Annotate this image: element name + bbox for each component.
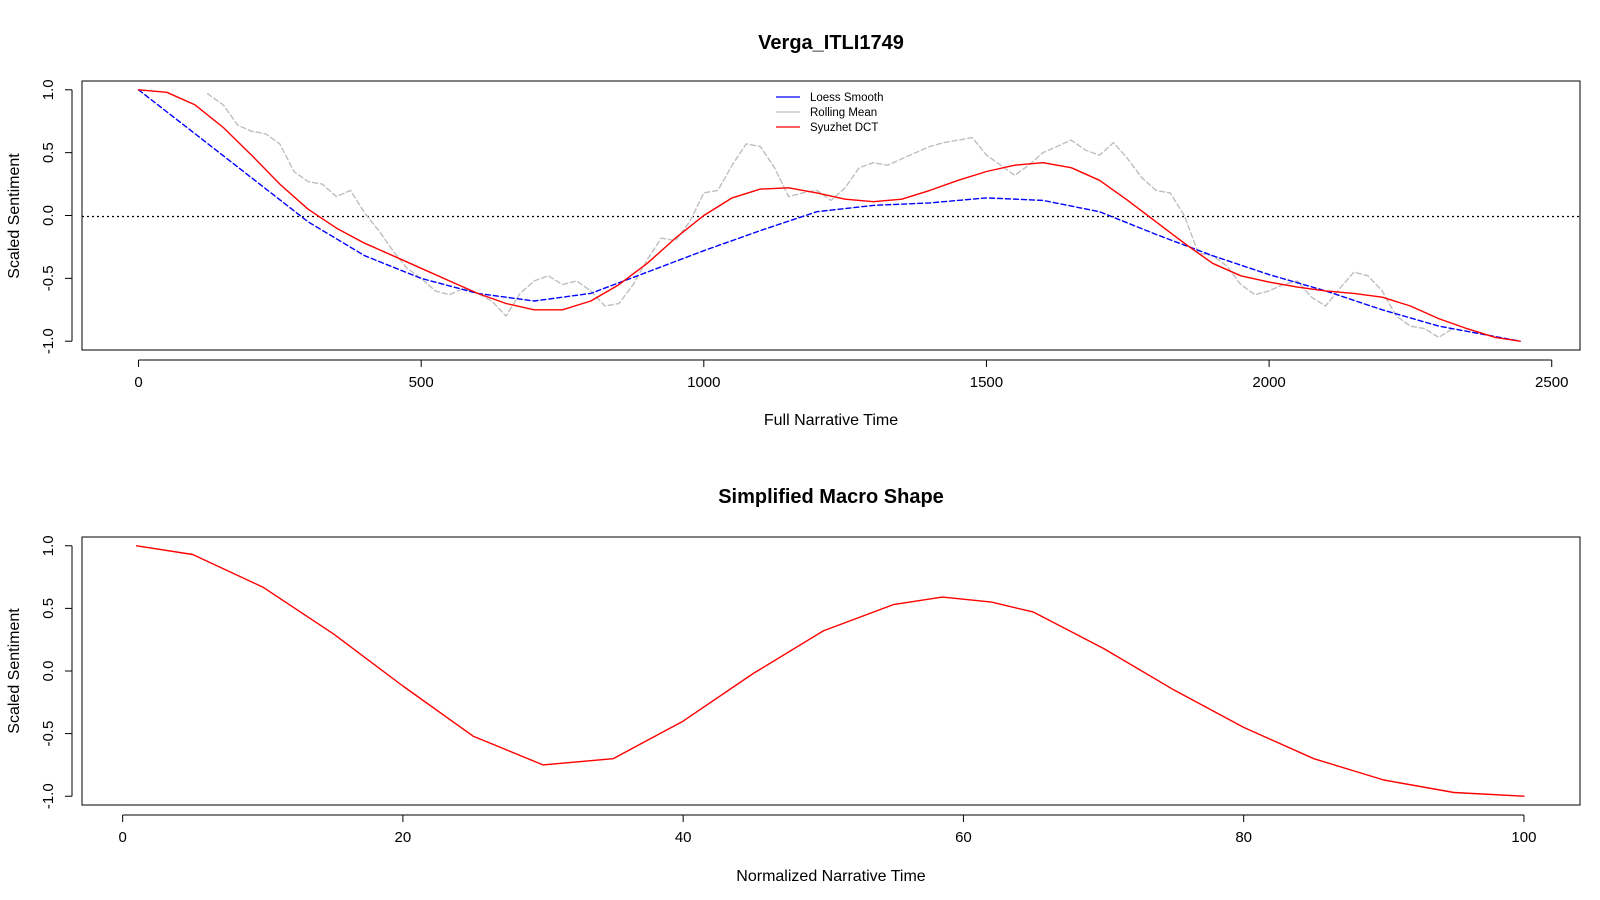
top-chart-y-tick-label: -0.5 <box>40 265 57 291</box>
bottom-chart-y-tick-label: 1.0 <box>40 535 57 556</box>
bottom-chart-x-tick-label: 0 <box>118 829 126 846</box>
top-chart-y-tick-label: -1.0 <box>40 328 57 354</box>
top-chart-x-axis: 0 500 1000 1500 2000 2500 <box>134 359 1568 391</box>
legend-label-syuzhet-dct: Syuzhet DCT <box>810 122 878 134</box>
top-chart-y-axis: -1.0 -0.5 0.0 0.5 1.0 <box>40 79 73 354</box>
bottom-chart-plot-frame <box>81 536 1581 806</box>
top-chart-y-tick-label: 1.0 <box>40 79 57 100</box>
top-chart-series-syuzhet-dct <box>137 89 1521 342</box>
bottom-chart-y-axis-label: Scaled Sentiment <box>6 608 23 734</box>
top-chart-y-tick-label: 0.0 <box>40 205 57 226</box>
top-chart-title: Verga_ITLI1749 <box>758 32 904 54</box>
bottom-chart-y-tick-label: -0.5 <box>40 721 57 747</box>
top-chart-plot-frame <box>81 80 1581 351</box>
top-chart-x-tick-label: 2000 <box>1252 374 1285 391</box>
top-chart-y-axis-label: Scaled Sentiment <box>6 153 23 279</box>
legend-label-rolling-mean: Rolling Mean <box>810 107 877 119</box>
top-chart-x-tick-label: 2500 <box>1535 374 1568 391</box>
top-chart-x-tick-label: 500 <box>409 374 434 391</box>
top-chart-series-rolling-mean <box>206 92 1454 339</box>
bottom-chart-y-tick-label: -1.0 <box>40 783 57 809</box>
bottom-chart-series-syuzhet-dct <box>135 545 1525 797</box>
bottom-chart-y-axis: -1.0 -0.5 0.0 0.5 1.0 <box>40 535 73 809</box>
top-chart-x-tick-label: 1500 <box>970 374 1003 391</box>
top-chart-y-tick-label: 0.5 <box>40 142 57 163</box>
bottom-chart-y-tick-label: 0.5 <box>40 598 57 619</box>
bottom-chart-y-tick-label: 0.0 <box>40 661 57 682</box>
bottom-chart-panel: Simplified Macro Shape 0 20 40 60 80 100 -1.0… <box>6 486 1581 885</box>
bottom-chart-x-tick-label: 80 <box>1235 829 1252 846</box>
legend-label-loess-smooth: Loess Smooth <box>810 92 884 104</box>
bottom-chart-x-axis: 0 20 40 60 80 100 <box>118 814 1536 846</box>
bottom-chart-title: Simplified Macro Shape <box>718 486 944 508</box>
top-chart-series-loess-smooth <box>137 89 1521 342</box>
top-chart-x-tick-label: 1000 <box>687 374 720 391</box>
top-chart-x-tick-label: 0 <box>134 374 142 391</box>
bottom-chart-x-tick-label: 60 <box>955 829 972 846</box>
bottom-chart-series-layer <box>135 545 1525 797</box>
top-chart-panel: Verga_ITLI1749 0 500 1000 1500 2000 2500 -1.0… <box>6 32 1581 429</box>
bottom-chart-x-axis-label: Normalized Narrative Time <box>736 868 925 885</box>
bottom-chart-x-tick-label: 100 <box>1511 829 1536 846</box>
top-chart-x-axis-label: Full Narrative Time <box>764 412 898 429</box>
bottom-chart-x-tick-label: 20 <box>395 829 412 846</box>
top-chart-series-layer <box>137 89 1521 342</box>
bottom-chart-x-tick-label: 40 <box>675 829 692 846</box>
top-chart-legend: Loess Smooth Rolling Mean Syuzhet DCT <box>776 92 884 134</box>
